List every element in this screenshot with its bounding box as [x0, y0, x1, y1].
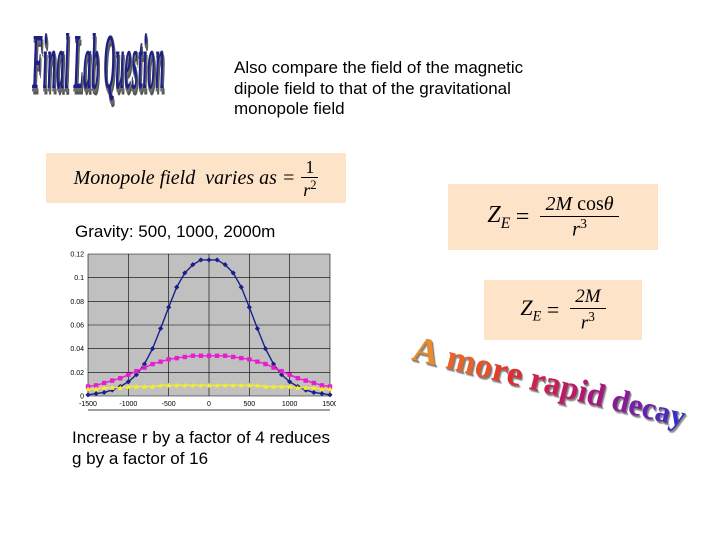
- svg-text:0.06: 0.06: [70, 323, 84, 330]
- monopole-varies: varies as: [205, 167, 277, 189]
- caption: Increase r by a factor of 4 reduces g by…: [72, 428, 332, 469]
- svg-text:0.12: 0.12: [70, 252, 84, 259]
- gravity-label: Gravity: 500, 1000, 2000m: [75, 222, 275, 242]
- svg-text:-500: -500: [162, 401, 176, 408]
- svg-text:0: 0: [80, 394, 84, 401]
- svg-text:500: 500: [243, 401, 255, 408]
- svg-text:1500: 1500: [322, 401, 336, 408]
- decay-wordart: A more rapid decay: [409, 330, 690, 434]
- intro-paragraph: Also compare the field of the magnetic d…: [234, 58, 544, 120]
- title-wordart: Final Lab Question: [32, 22, 164, 111]
- svg-text:0.1: 0.1: [74, 275, 84, 282]
- formula-monopole: Monopole field varies as = 1 r2: [46, 153, 346, 203]
- monopole-label: Monopole field: [74, 167, 196, 189]
- formula-ze-short: ZE = 2M r3: [484, 280, 642, 340]
- svg-text:0.04: 0.04: [70, 346, 84, 353]
- svg-text:1000: 1000: [282, 401, 298, 408]
- svg-text:0: 0: [207, 401, 211, 408]
- monopole-den: r2: [303, 178, 316, 199]
- svg-text:-1000: -1000: [119, 401, 137, 408]
- svg-text:0.08: 0.08: [70, 299, 84, 306]
- formula-ze-full: ZE = 2M cosθ r3: [448, 184, 658, 250]
- svg-text:0.02: 0.02: [70, 370, 84, 377]
- svg-text:-1500: -1500: [79, 401, 97, 408]
- gravity-chart: -1500 -1000 -500 0 500 1000 1500 0 0.02 0.04 0.06 0…: [54, 248, 336, 414]
- monopole-num: 1: [301, 158, 318, 178]
